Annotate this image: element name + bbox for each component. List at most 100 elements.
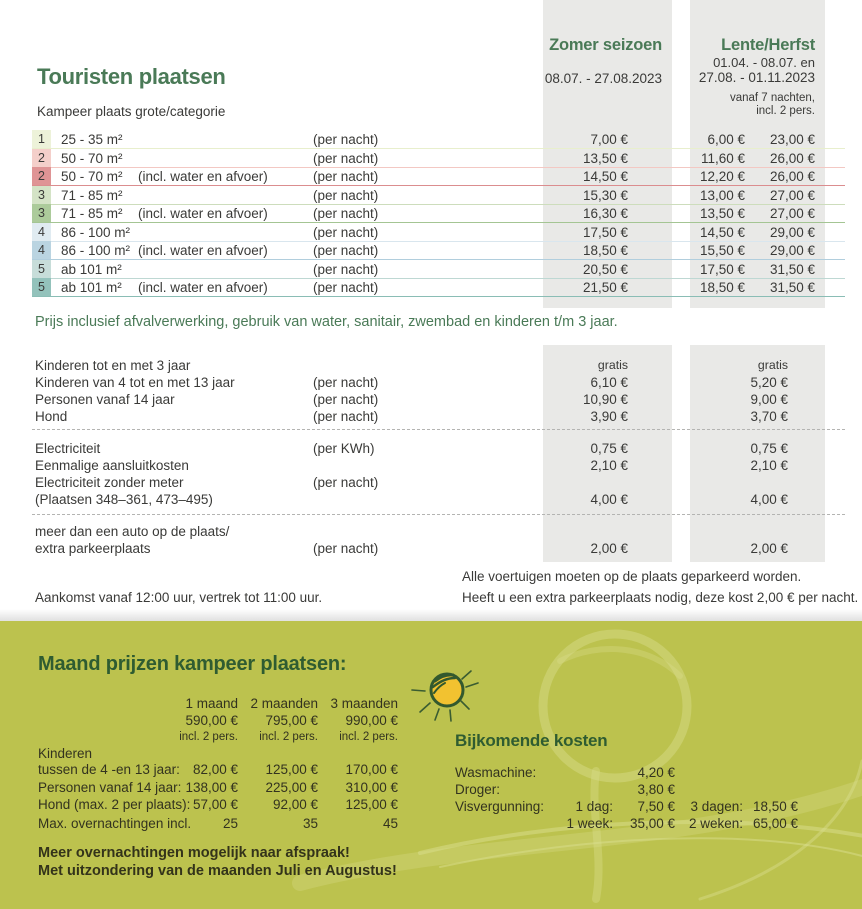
spring-column-note2: incl. 2 pers. [756, 105, 815, 117]
row-underline [32, 259, 845, 260]
size-label: ab 101 m² [61, 280, 122, 295]
summer-price: 4,00 € [590, 492, 628, 507]
offpeak-price: 15,50 € [699, 243, 745, 258]
price: 125,00 € [345, 797, 398, 812]
parking-note-1: Alle voertuigen moeten op de plaats gepa… [462, 569, 802, 584]
category-badge: 4 [32, 223, 51, 241]
unit-label: (per nacht) [313, 206, 379, 221]
base-price: 990,00 € [345, 713, 398, 728]
size-label: 50 - 70 m² [61, 151, 123, 166]
category-badge: 5 [32, 278, 51, 296]
monthly-header-row: 1 maand 2 maanden 3 maanden [0, 696, 862, 712]
period-label: 1 dag: [575, 799, 613, 814]
size-label: 86 - 100 m² [61, 225, 131, 240]
offpeak-price: 9,00 € [750, 392, 788, 407]
offpeak-price: 11,60 € [700, 151, 745, 166]
row-label: Max. overnachtingen incl. [38, 816, 192, 831]
base-price: 590,00 € [185, 713, 238, 728]
unit-label: (per nacht) [313, 409, 379, 424]
category-badge: 3 [32, 186, 51, 204]
monthly-row: Personen vanaf 14 jaar: 138,00 € 225,00 … [0, 780, 862, 796]
summer-price: 2,10 € [590, 458, 628, 473]
offpeak-price: 17,50 € [699, 262, 745, 277]
fee-row: Electriciteit zonder meter (per nacht) [0, 474, 862, 491]
row-underline [32, 296, 845, 297]
fee-label: extra parkeerplaats [35, 541, 151, 556]
fee-row: Personen vanaf 14 jaar (per nacht) 10,90… [0, 391, 862, 408]
offpeak-price: 3,70 € [750, 409, 788, 424]
cost-label: Droger: [455, 782, 501, 797]
monthly-row: Max. overnachtingen incl. 25 35 45 [0, 816, 862, 832]
count: 45 [382, 816, 398, 831]
summer-price: 7,00 € [590, 132, 628, 147]
category-badge: 2 [32, 149, 51, 167]
size-label: 71 - 85 m² [61, 206, 123, 221]
category-badge: 4 [32, 241, 51, 259]
summer-column-band-top [543, 0, 672, 308]
week-price: 26,00 € [769, 169, 815, 184]
offpeak-price: 5,20 € [750, 375, 788, 390]
unit-label: (per nacht) [313, 475, 379, 490]
inclusive-note: Prijs inclusief afvalverwerking, gebruik… [35, 314, 618, 330]
parking-note-2: Heeft u een extra parkeerplaats nodig, d… [462, 590, 859, 605]
fee-label: Personen vanaf 14 jaar [35, 392, 175, 407]
fee-row: Kinderen van 4 tot en met 13 jaar (per n… [0, 374, 862, 391]
dashed-divider [32, 429, 845, 430]
fee-label: Eenmalige aansluitkosten [35, 458, 189, 473]
size-label: 50 - 70 m² [61, 169, 123, 184]
monthly-row: tussen de 4 -en 13 jaar: 82,00 € 125,00 … [0, 762, 862, 778]
summer-price: 14,50 € [582, 169, 628, 184]
summer-price: 20,50 € [582, 262, 628, 277]
unit-label: (per nacht) [313, 169, 379, 184]
unit-label: (per nacht) [313, 188, 379, 203]
unit-label: (per nacht) [313, 225, 379, 240]
incl-note: incl. 2 pers. [259, 731, 318, 743]
offpeak-price: 2,10 € [750, 458, 788, 473]
summer-price: gratis [597, 358, 628, 372]
price: 3,80 € [637, 782, 675, 797]
price: 35,00 € [629, 816, 675, 831]
extra-cost-row: Visvergunning: 1 dag: 7,50 € 3 dagen: 18… [0, 799, 862, 815]
row-label: Kinderen [38, 746, 93, 761]
summer-price: 16,30 € [582, 206, 628, 221]
price: 170,00 € [345, 762, 398, 777]
fee-row: Kinderen tot en met 3 jaar gratis gratis [0, 357, 862, 374]
period-label: 1 week: [566, 816, 613, 831]
unit-label: (per nacht) [313, 392, 379, 407]
unit-label: (per nacht) [313, 151, 379, 166]
arrival-note: Aankomst vanaf 12:00 uur, vertrek tot 11… [35, 590, 323, 605]
unit-label: (per nacht) [313, 375, 379, 390]
week-price: 23,00 € [769, 132, 815, 147]
summer-price: 17,50 € [582, 225, 628, 240]
row-underline [32, 222, 845, 223]
row-underline [32, 185, 845, 186]
spring-column-dates2: 27.08. - 01.11.2023 [698, 70, 815, 85]
price: 7,50 € [637, 799, 675, 814]
monthly-row: Kinderen [0, 746, 862, 762]
price: 82,00 € [192, 762, 238, 777]
row-underline [32, 278, 845, 279]
cost-label: Wasmachine: [455, 765, 537, 780]
table-row: 1 25 - 35 m² (per nacht) 7,00 € 6,00 € 2… [0, 130, 862, 149]
offpeak-price: 18,50 € [699, 280, 745, 295]
summer-price: 0,75 € [590, 441, 628, 456]
summer-column-band-mid [543, 345, 672, 562]
row-underline [32, 204, 845, 205]
week-price: 26,00 € [769, 151, 815, 166]
fee-row: extra parkeerplaats (per nacht) 2,00 € 2… [0, 540, 862, 557]
price: 4,20 € [637, 765, 675, 780]
row-underline [32, 148, 845, 149]
table-row: 3 71 - 85 m² (per nacht) 15,30 € 13,00 €… [0, 186, 862, 205]
offpeak-price: 13,00 € [699, 188, 745, 203]
summer-column-dates: 08.07. - 27.08.2023 [544, 71, 662, 86]
price: 138,00 € [185, 780, 238, 795]
price: 92,00 € [272, 797, 318, 812]
size-label: 86 - 100 m² [61, 243, 131, 258]
monthly-row: Hond (max. 2 per plaats): 57,00 € 92,00 … [0, 797, 862, 813]
column-header: 3 maanden [330, 696, 398, 711]
size-label: 71 - 85 m² [61, 188, 123, 203]
offpeak-price: 14,50 € [699, 225, 745, 240]
fee-row: meer dan een auto op de plaats/ [0, 523, 862, 540]
size-label: 25 - 35 m² [61, 132, 123, 147]
extra-cost-row: 1 week: 35,00 € 2 weken: 65,00 € [0, 816, 862, 832]
